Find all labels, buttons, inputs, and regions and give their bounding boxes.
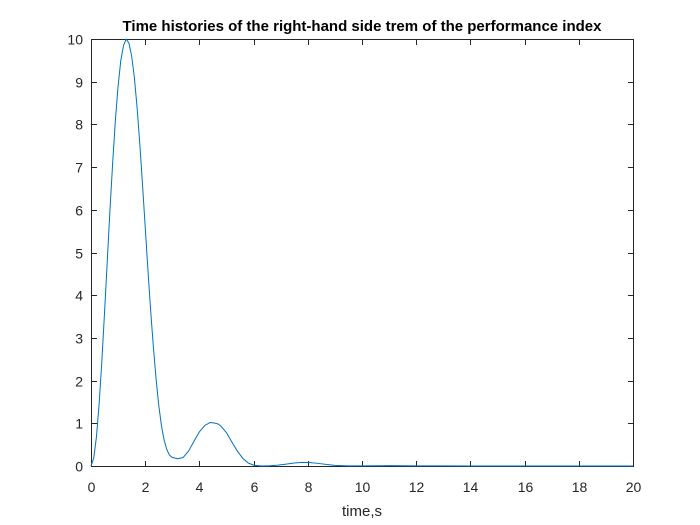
x-tick-label: 2 bbox=[142, 479, 150, 495]
x-tick-label: 12 bbox=[409, 479, 425, 495]
y-tick-label: 0 bbox=[75, 459, 83, 475]
x-tick-label: 14 bbox=[463, 479, 479, 495]
x-tick-label: 16 bbox=[518, 479, 534, 495]
x-axis-label: time,s bbox=[342, 503, 382, 520]
chart-title: Time histories of the right-hand side tr… bbox=[123, 18, 603, 35]
x-tick-label: 10 bbox=[355, 479, 371, 495]
y-tick-label: 9 bbox=[75, 75, 83, 91]
x-tick-label: 6 bbox=[251, 479, 259, 495]
y-tick-label: 1 bbox=[75, 416, 83, 432]
x-tick-label: 8 bbox=[305, 479, 313, 495]
x-tick-label: 0 bbox=[88, 479, 96, 495]
y-tick-label: 5 bbox=[75, 246, 83, 262]
series-layer bbox=[90, 38, 633, 467]
y-tick-label: 6 bbox=[75, 203, 83, 219]
y-tick-label: 10 bbox=[67, 32, 83, 48]
y-tick-label: 2 bbox=[75, 374, 83, 390]
x-tick-label: 20 bbox=[626, 479, 642, 495]
y-tick-label: 7 bbox=[75, 160, 83, 176]
y-tick-label: 8 bbox=[75, 117, 83, 133]
y-tick-label: 4 bbox=[75, 288, 83, 304]
y-tick-label: 3 bbox=[75, 331, 83, 347]
x-tick-label: 18 bbox=[572, 479, 588, 495]
series-line bbox=[90, 38, 633, 467]
x-tick-label: 4 bbox=[196, 479, 204, 495]
plot-area bbox=[91, 39, 634, 467]
